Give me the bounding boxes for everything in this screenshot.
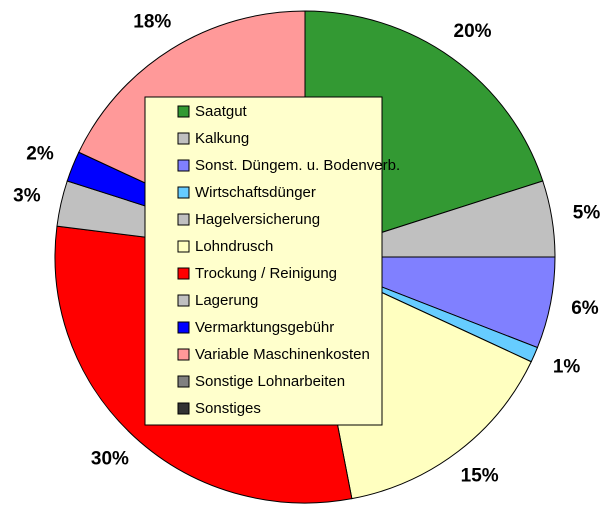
slice-label: 5%: [573, 203, 601, 224]
legend-swatch: [177, 402, 190, 415]
legend-label: Hagelversicherung: [195, 211, 320, 228]
legend-swatch: [177, 321, 190, 334]
legend-swatch: [177, 213, 190, 226]
legend-swatch: [177, 159, 190, 172]
slice-label: 1%: [553, 356, 581, 377]
legend-label: Lohndrusch: [195, 238, 273, 255]
legend-swatch: [177, 267, 190, 280]
legend-swatch: [177, 105, 190, 118]
legend-label: Sonstiges: [195, 400, 261, 417]
legend-label: Sonstige Lohnarbeiten: [195, 373, 345, 390]
slice-label: 3%: [13, 185, 41, 206]
slice-label: 2%: [26, 144, 54, 165]
legend-label: Variable Maschinenkosten: [195, 346, 370, 363]
legend-box: [144, 96, 383, 426]
legend-swatch: [177, 348, 190, 361]
slice-label: 30%: [91, 449, 129, 470]
legend-label: Sonst. Düngem. u. Bodenverb.: [195, 157, 400, 174]
legend-swatch: [177, 132, 190, 145]
legend-label: Kalkung: [195, 130, 249, 147]
slice-label: 6%: [571, 298, 599, 319]
legend-label: Saatgut: [195, 103, 248, 120]
slice-label: 18%: [133, 11, 171, 32]
slice-label: 20%: [454, 21, 492, 42]
legend-swatch: [177, 240, 190, 253]
legend-label: Trockung / Reinigung: [195, 265, 337, 282]
legend-label: Vermarktungsgebühr: [195, 319, 334, 336]
legend-label: Wirtschaftsdünger: [195, 184, 316, 201]
slice-label: 15%: [461, 466, 499, 487]
legend-swatch: [177, 294, 190, 307]
legend-swatch: [177, 375, 190, 388]
legend-swatch: [177, 186, 190, 199]
legend-label: Lagerung: [195, 292, 258, 309]
